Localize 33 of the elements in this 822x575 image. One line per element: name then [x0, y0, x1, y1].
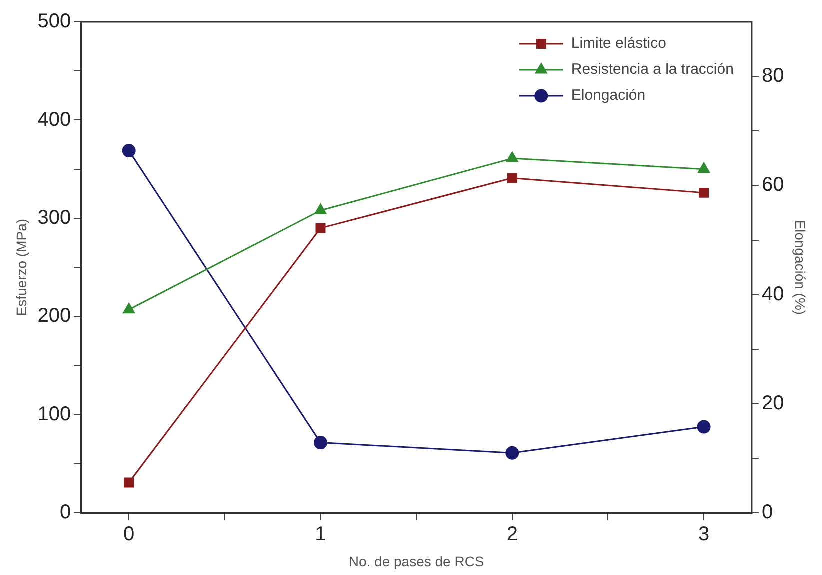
legend-label: Elongación [571, 87, 646, 104]
y-axis-title: Esfuerzo (MPa) [13, 218, 30, 316]
point [507, 173, 518, 184]
y2-tick-label: 20 [762, 392, 784, 415]
point [698, 162, 710, 174]
x-tick-label: 1 [315, 524, 326, 546]
x-axis-title: No. de pases de RCS [348, 553, 484, 570]
point [122, 144, 136, 158]
x-tick-label: 2 [506, 524, 518, 546]
point [314, 436, 328, 450]
y-tick-label: 200 [38, 305, 72, 328]
y-tick-label: 400 [38, 108, 72, 131]
y2-tick-label: 0 [762, 502, 774, 524]
y-tick-label: 500 [38, 10, 72, 33]
point [699, 188, 710, 198]
y-tick-label: 0 [60, 502, 72, 524]
y2-tick-label: 80 [762, 65, 784, 88]
point [124, 478, 134, 488]
point [697, 420, 711, 434]
y2-tick-label: 60 [762, 174, 784, 196]
point [123, 303, 136, 314]
y2-tick-label: 40 [762, 283, 784, 306]
point [316, 223, 326, 234]
point [506, 152, 518, 162]
x-tick-label: 0 [124, 524, 135, 546]
point [506, 446, 520, 460]
point [314, 204, 327, 214]
legend-label: Resistencia a la tracción [571, 61, 734, 78]
legend-label: Limite elástico [571, 35, 666, 52]
y-tick-label: 100 [38, 403, 72, 426]
y-tick-label: 300 [38, 206, 72, 229]
y2-axis-title: Elongación (%) [792, 220, 809, 316]
x-tick-label: 3 [698, 524, 710, 546]
